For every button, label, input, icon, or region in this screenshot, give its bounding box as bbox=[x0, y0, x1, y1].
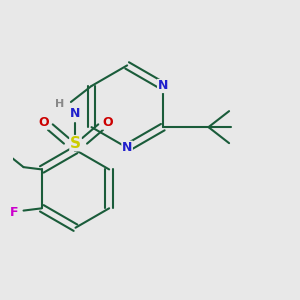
Text: F: F bbox=[10, 206, 19, 219]
Text: H: H bbox=[55, 99, 64, 109]
Text: N: N bbox=[122, 141, 132, 154]
Text: S: S bbox=[70, 136, 81, 151]
Text: N: N bbox=[70, 107, 81, 120]
Text: O: O bbox=[102, 116, 113, 129]
Text: N: N bbox=[158, 80, 168, 92]
Text: O: O bbox=[38, 116, 49, 129]
